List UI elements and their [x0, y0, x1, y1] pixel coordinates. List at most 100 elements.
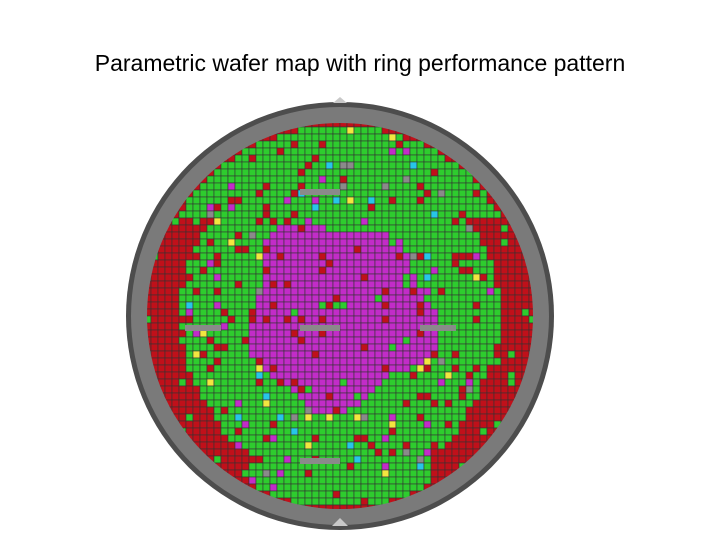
die: [437, 245, 446, 254]
die: [423, 343, 432, 352]
die: [318, 210, 327, 219]
die: [185, 308, 194, 317]
die: [276, 210, 285, 219]
die: [507, 378, 516, 387]
die: [269, 224, 278, 233]
die: [255, 196, 264, 205]
die: [234, 413, 243, 422]
die: [311, 154, 320, 163]
die: [220, 420, 229, 429]
die: [388, 301, 397, 310]
die: [269, 469, 278, 478]
die: [304, 217, 313, 226]
die: [227, 364, 236, 373]
die: [241, 413, 250, 422]
die: [206, 315, 215, 324]
die: [409, 385, 418, 394]
die: [486, 231, 495, 240]
die: [262, 203, 271, 212]
die: [437, 441, 446, 450]
die: [458, 168, 467, 177]
die: [507, 273, 516, 282]
die: [360, 133, 369, 142]
die: [339, 189, 348, 198]
die: [486, 259, 495, 268]
die: [430, 364, 439, 373]
die: [437, 287, 446, 296]
die: [290, 399, 299, 408]
die: [248, 336, 257, 345]
die: [444, 413, 453, 422]
die: [213, 441, 222, 450]
die: [290, 469, 299, 478]
die: [388, 469, 397, 478]
die: [192, 224, 201, 233]
die: [227, 196, 236, 205]
die: [332, 343, 341, 352]
die: [346, 497, 355, 506]
die: [500, 238, 509, 247]
die: [451, 266, 460, 275]
die: [472, 217, 481, 226]
die: [514, 301, 523, 310]
die: [381, 287, 390, 296]
die: [332, 476, 341, 485]
die: [192, 294, 201, 303]
die: [409, 448, 418, 457]
die: [416, 329, 425, 338]
die: [472, 385, 481, 394]
die: [388, 364, 397, 373]
die: [437, 378, 446, 387]
die: [388, 203, 397, 212]
die: [367, 133, 376, 142]
die: [185, 329, 194, 338]
die: [493, 371, 502, 380]
die: [465, 392, 474, 401]
die: [213, 308, 222, 317]
die: [388, 448, 397, 457]
die: [276, 140, 285, 149]
die: [206, 182, 215, 191]
die: [213, 224, 222, 233]
die: [290, 343, 299, 352]
die: [500, 378, 509, 387]
die: [332, 427, 341, 436]
die: [395, 483, 404, 492]
die: [353, 210, 362, 219]
die: [290, 161, 299, 170]
die: [276, 266, 285, 275]
die: [367, 224, 376, 233]
die: [472, 231, 481, 240]
die: [353, 294, 362, 303]
test-site-bar: [300, 189, 340, 195]
die: [381, 420, 390, 429]
die: [339, 203, 348, 212]
die: [311, 133, 320, 142]
die: [220, 189, 229, 198]
die: [360, 210, 369, 219]
die: [388, 273, 397, 282]
die: [164, 252, 173, 261]
die: [521, 294, 530, 303]
die: [304, 329, 313, 338]
die: [465, 322, 474, 331]
die: [493, 252, 502, 261]
die: [395, 378, 404, 387]
die: [220, 287, 229, 296]
die: [192, 245, 201, 254]
die: [514, 322, 523, 331]
die: [290, 245, 299, 254]
die: [290, 154, 299, 163]
die: [437, 175, 446, 184]
die: [402, 182, 411, 191]
die: [507, 231, 516, 240]
die: [521, 273, 530, 282]
die: [199, 441, 208, 450]
die: [290, 259, 299, 268]
die: [514, 350, 523, 359]
die: [423, 182, 432, 191]
die: [164, 350, 173, 359]
die: [346, 350, 355, 359]
die: [409, 399, 418, 408]
die: [178, 217, 187, 226]
